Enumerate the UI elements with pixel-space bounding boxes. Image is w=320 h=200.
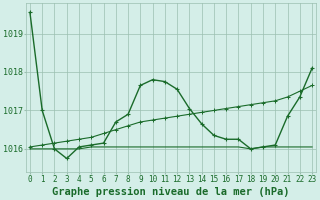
X-axis label: Graphe pression niveau de la mer (hPa): Graphe pression niveau de la mer (hPa): [52, 187, 290, 197]
